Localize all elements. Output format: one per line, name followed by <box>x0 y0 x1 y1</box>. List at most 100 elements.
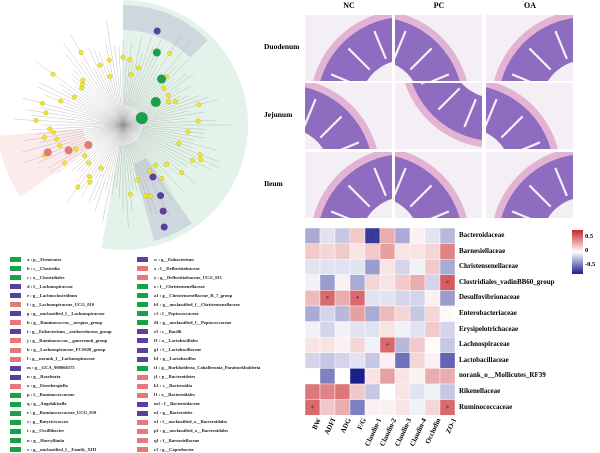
heatmap-cell <box>304 227 321 244</box>
heatmap-cell <box>394 383 411 400</box>
legend-item: n1 : g__Bacteroides <box>154 410 193 416</box>
heatmap-cell <box>439 227 456 244</box>
heatmap-cell <box>364 321 381 338</box>
heatmap-row-label: Erysipelotrichaceae <box>459 324 519 333</box>
clade-node <box>42 135 47 140</box>
heatmap-cell <box>349 399 366 416</box>
legend-swatch <box>10 356 21 362</box>
heatmap-cell <box>349 383 366 400</box>
legend-item: j1 : p__Bacteroidetes <box>154 374 196 380</box>
column-label-nc: NC <box>343 1 355 10</box>
legend-swatch <box>10 257 21 262</box>
legend-swatch <box>137 284 148 290</box>
heatmap-cell <box>424 259 441 276</box>
legend-swatch <box>10 374 21 380</box>
heatmap-cell <box>349 352 366 369</box>
row-label-ileum: Ileum <box>264 179 283 188</box>
clade-node <box>80 77 86 83</box>
heatmap-cell <box>439 321 456 338</box>
clade-node <box>127 191 133 197</box>
significance-mark: * <box>446 404 450 412</box>
clade-node <box>153 27 161 35</box>
legend-item: u : g__Harryflintia <box>27 437 65 443</box>
legend-item: v : g__unclassified_f__Family_XIII <box>27 446 97 452</box>
clade-highlight-bacteroidetes <box>0 128 91 197</box>
legend-swatch <box>137 275 148 281</box>
heatmap-cell <box>364 274 381 291</box>
heatmap-cell <box>304 352 321 369</box>
significance-mark: * <box>371 233 375 241</box>
clade-node <box>43 148 52 157</box>
clade-node <box>82 153 88 159</box>
clade-node <box>166 93 171 98</box>
heatmap-cell <box>319 227 336 244</box>
clade-node <box>62 160 68 166</box>
legend-swatch <box>137 438 148 443</box>
heatmap-cell <box>379 227 396 244</box>
heatmap-cell <box>349 274 366 291</box>
legend-swatch <box>10 347 21 353</box>
legend-swatch <box>137 447 148 453</box>
legend-item: x : f__Defluviitaleaceae <box>154 265 200 271</box>
heatmap-cell <box>334 290 351 307</box>
legend-item: r : g__Ruminococcaceae_UCG_010 <box>27 410 97 416</box>
heatmap-row-label: Bacteroidaceae <box>459 231 505 239</box>
clade-node <box>150 97 161 108</box>
column-label-pc: PC <box>433 1 445 10</box>
clade-node <box>120 54 126 60</box>
legend-item: k1 : c__Bacteroidia <box>154 383 192 389</box>
heatmap-cell <box>364 368 381 385</box>
heatmap-cell <box>334 399 351 416</box>
clade-node <box>73 146 79 152</box>
heatmap-cell <box>304 274 321 291</box>
heatmap-cell <box>349 259 366 276</box>
heatmap-row-label: Christensenellaceae <box>459 262 519 271</box>
legend-swatch <box>137 365 148 371</box>
legend-item: d1 : g__unclassified_f__Peptococcaceae <box>154 319 232 325</box>
heatmap-cell <box>394 399 411 416</box>
heatmap-cell <box>334 352 351 369</box>
legend-swatch <box>10 329 21 335</box>
legend-item: z : f__Christensenellaceae <box>154 283 205 289</box>
heatmap-cell <box>349 321 366 338</box>
legend-item: j : g__Ruminococcus__gauvreauii_group <box>27 337 108 343</box>
legend-swatch <box>10 338 21 344</box>
heatmap-cell <box>304 290 321 307</box>
heatmap-cell <box>364 337 381 354</box>
heatmap-cell <box>424 383 441 400</box>
heatmap-cell <box>424 352 441 369</box>
heatmap-cell <box>409 337 426 354</box>
heatmap-cell <box>349 227 366 244</box>
clade-node <box>54 136 59 142</box>
clade-node <box>87 174 92 179</box>
heatmap-cell <box>394 290 411 307</box>
heatmap-cell <box>394 337 411 354</box>
legend-item: i : g__Eubacterium__oxidoreducens_group <box>27 328 112 334</box>
legend-swatch <box>10 365 21 371</box>
clade-node <box>33 118 39 123</box>
heatmap-cell <box>304 337 321 354</box>
heatmap-cell <box>379 321 396 338</box>
legend-swatch <box>137 329 148 335</box>
heatmap-cell <box>319 352 336 369</box>
heatmap-cell <box>304 383 321 400</box>
clade-node <box>159 176 165 181</box>
clade-node <box>185 129 191 135</box>
histology-image <box>486 15 573 81</box>
heatmap-row-label: Enterobacteriaceae <box>459 309 517 317</box>
heatmap-cell <box>304 321 321 338</box>
column-label-oa: OA <box>524 1 536 10</box>
legend-swatch <box>137 347 148 353</box>
heatmap-cell <box>394 274 411 291</box>
legend-item: h1 : g__Lactobacillus <box>154 356 196 362</box>
heatmap-cell <box>409 321 426 338</box>
heatmap-cell <box>319 243 336 260</box>
heatmap-cell <box>439 383 456 400</box>
legend-item: l : g__norank_f__Lachnospiraceae <box>27 356 95 362</box>
clade-node <box>196 102 202 108</box>
heatmap-cell <box>439 352 456 369</box>
legend-swatch <box>10 383 21 389</box>
heatmap-cell <box>364 259 381 276</box>
significance-mark: * <box>356 295 360 303</box>
